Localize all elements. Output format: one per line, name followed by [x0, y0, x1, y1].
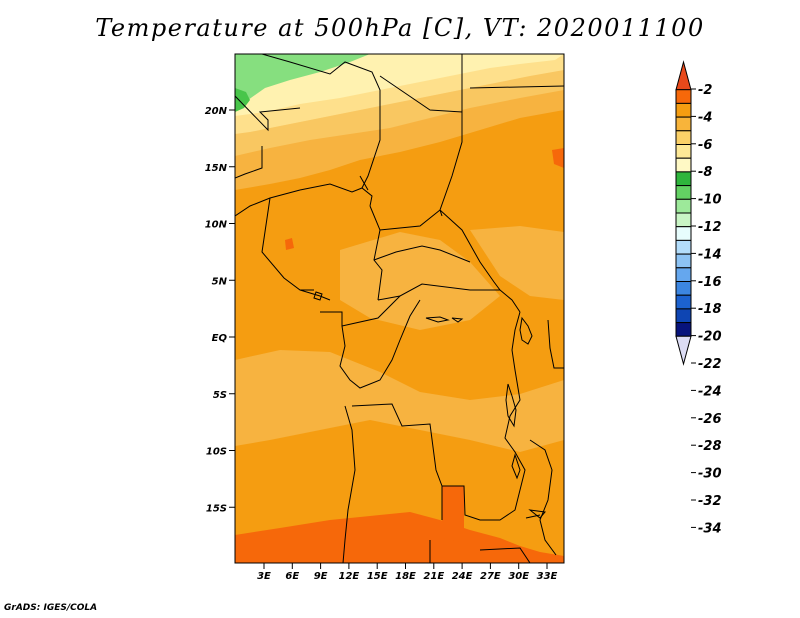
colorbar-segment	[675, 322, 692, 337]
colorbar-label: -12	[698, 220, 722, 235]
colorbar-label: -28	[698, 439, 722, 454]
colorbar-label: -2	[698, 83, 712, 98]
colorbar-label: -16	[698, 275, 722, 290]
colorbar-label: -4	[698, 110, 712, 125]
map-frame	[234, 53, 565, 564]
lon-label: 33E	[537, 571, 558, 582]
colorbar-segment	[675, 267, 692, 282]
lon-label: 9E	[314, 571, 328, 582]
lat-label: 15N	[205, 163, 228, 174]
colorbar-label: -8	[698, 165, 712, 180]
lon-label: 18E	[395, 571, 416, 582]
colorbar-label: -32	[698, 494, 722, 509]
band-dark-orange-east-coast	[552, 148, 564, 168]
lon-label: 3E	[257, 571, 271, 582]
colorbar-segment	[675, 212, 692, 228]
lon-label: 12E	[339, 571, 360, 582]
band-green-dark	[235, 88, 250, 112]
colorbar-segment	[675, 185, 692, 200]
lat-label: EQ	[212, 333, 228, 344]
colorbar-segment	[675, 294, 692, 310]
colorbar-segment	[675, 281, 692, 296]
colorbar-label: -34	[698, 521, 722, 536]
lat-label: 5S	[213, 390, 227, 401]
lat-label: 10N	[205, 220, 228, 231]
colorbar-label: -10	[698, 193, 722, 208]
longitude-axis: 3E 6E 9E 12E 15E 18E 21E 24E 27E 30E 33E	[257, 563, 558, 582]
colorbar-segment	[675, 226, 692, 241]
colorbar-top-arrow	[675, 60, 692, 91]
colorbar-label: -30	[698, 467, 722, 482]
lon-label: 27E	[480, 571, 501, 582]
band-light-orange-east	[470, 226, 564, 300]
latitude-axis: 20N 15N 10N 5N EQ 5S 10S 15S	[205, 106, 235, 514]
country-borders	[235, 54, 564, 563]
colorbar-segment	[675, 144, 692, 159]
colorbar-label: -14	[698, 247, 722, 262]
colorbar-segment	[675, 239, 692, 255]
lon-label: 6E	[285, 571, 299, 582]
colorbar-bottom-arrow	[675, 335, 692, 366]
colorbar-segment	[675, 171, 692, 187]
lat-label: 5N	[212, 276, 228, 287]
colorbar-segment	[675, 308, 692, 324]
colorbar-label: -22	[698, 357, 722, 372]
band-light-orange-south	[235, 350, 564, 452]
lat-label: 20N	[205, 106, 228, 117]
lon-label: 15E	[367, 571, 388, 582]
colorbar-label: -24	[698, 384, 722, 399]
colorbar-segment	[675, 89, 692, 104]
colorbar-label: -6	[698, 138, 712, 153]
colorbar-segment	[675, 130, 692, 146]
colorbar-label: -26	[698, 412, 722, 427]
band-light-orange-central	[340, 232, 500, 330]
lon-label: 30E	[508, 571, 529, 582]
colorbar-segment	[675, 253, 692, 269]
chart-title: Temperature at 500hPa [C], VT: 202001110…	[95, 14, 705, 42]
colorbar: -2 -4 -6 -8 -10 -12 -14 -16 -18 -20 -22 -24 -26 -28 -3…	[675, 60, 722, 536]
colorbar-segment	[675, 102, 692, 118]
band-dark-orange-zambia	[442, 486, 490, 544]
lon-label: 24E	[452, 571, 473, 582]
colorbar-segment	[675, 198, 692, 214]
colorbar-segment	[675, 116, 692, 132]
temperature-field	[235, 54, 564, 563]
lat-label: 10S	[206, 447, 227, 458]
lakes	[313, 291, 546, 519]
grads-credit: GrADS: IGES/COLA	[4, 603, 98, 613]
lon-label: 21E	[423, 571, 444, 582]
colorbar-label: -18	[698, 302, 722, 317]
lat-label: 15S	[206, 503, 227, 514]
band-green-light	[235, 54, 370, 104]
colorbar-label: -20	[698, 330, 722, 345]
band-dark-orange-west	[285, 238, 294, 250]
colorbar-segment	[675, 157, 692, 173]
